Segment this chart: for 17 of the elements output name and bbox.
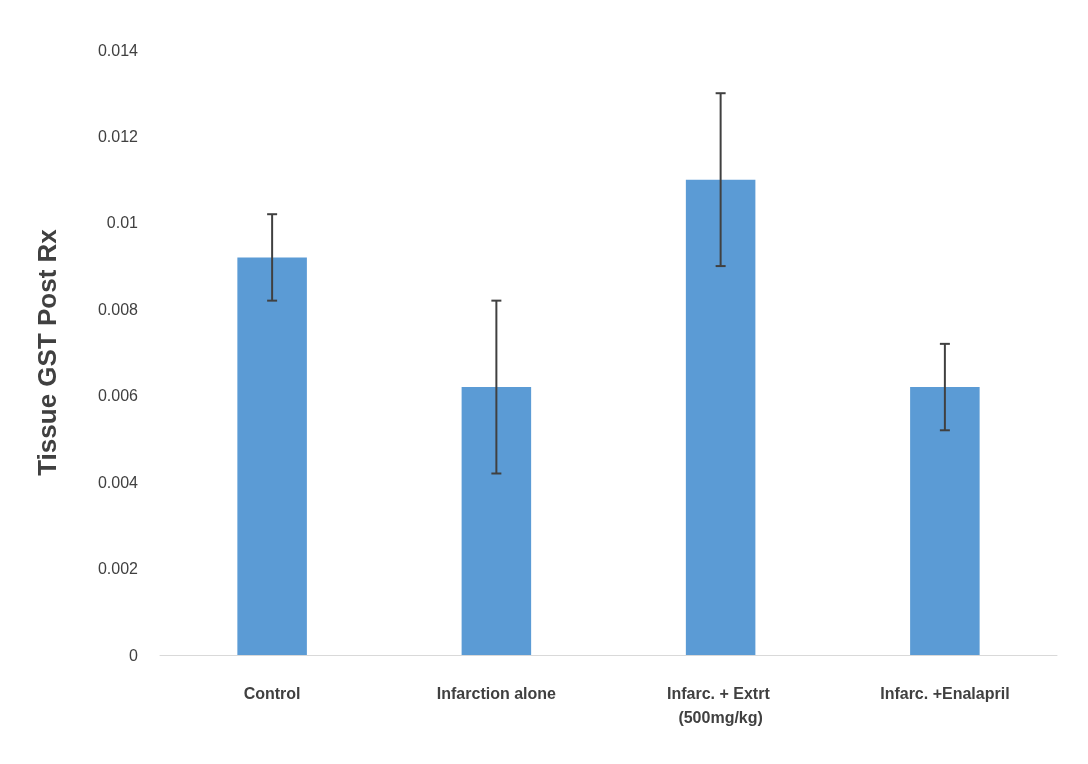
y-tick-label: 0.014 [97, 41, 139, 59]
y-tick-label: 0.002 [97, 560, 139, 578]
y-tick-label: 0.01 [106, 214, 139, 232]
x-tick-label: Infarc. +Enalapril [880, 684, 1010, 702]
bar [910, 387, 980, 655]
bar [461, 387, 532, 655]
x-tick-label: Infarc. + Extrt (500mg/kg) [667, 684, 775, 726]
bar [685, 179, 756, 655]
y-tick-label: 0.006 [97, 387, 139, 405]
y-tick-label: 0.012 [97, 127, 139, 145]
x-tick-label: Infarction alone [436, 684, 557, 702]
y-tick-label: 0.008 [97, 300, 139, 318]
y-tick-label: 0.004 [97, 473, 139, 491]
y-tick-label: 0 [129, 646, 139, 664]
x-tick-label: Control [243, 684, 301, 702]
y-axis-title: Tissue GST Post Rx [32, 228, 62, 476]
bar [237, 257, 307, 655]
